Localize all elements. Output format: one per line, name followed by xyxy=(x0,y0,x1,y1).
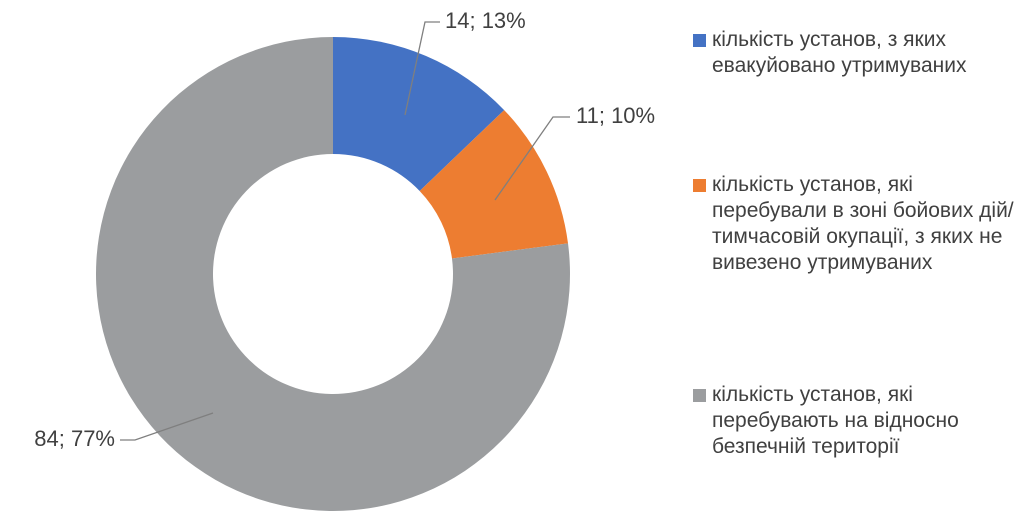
legend-label: кількість установ, які перебувають на ві… xyxy=(712,383,959,458)
data-label: 14; 13% xyxy=(445,8,526,33)
leader-line xyxy=(494,116,570,201)
donut-slice xyxy=(333,37,505,192)
data-label: 11; 10% xyxy=(576,103,655,128)
legend-label: кількість установ, які перебували в зоні… xyxy=(712,173,1014,274)
legend-entry: кількість установ, які перебувають на ві… xyxy=(693,382,1023,460)
legend-swatch xyxy=(693,389,706,402)
leader-line xyxy=(120,412,214,441)
legend-swatch xyxy=(693,179,706,192)
legend-entry: кількість установ, з яких евакуйовано ут… xyxy=(693,27,1023,79)
donut-slice xyxy=(95,37,570,512)
legend-entry: кількість установ, які перебували в зоні… xyxy=(693,172,1023,276)
donut-slice xyxy=(419,110,569,259)
legend-swatch xyxy=(693,34,706,47)
legend-label: кількість установ, з яких евакуйовано ут… xyxy=(712,28,967,77)
data-label: 84; 77% xyxy=(34,426,115,451)
leader-line xyxy=(404,21,440,116)
